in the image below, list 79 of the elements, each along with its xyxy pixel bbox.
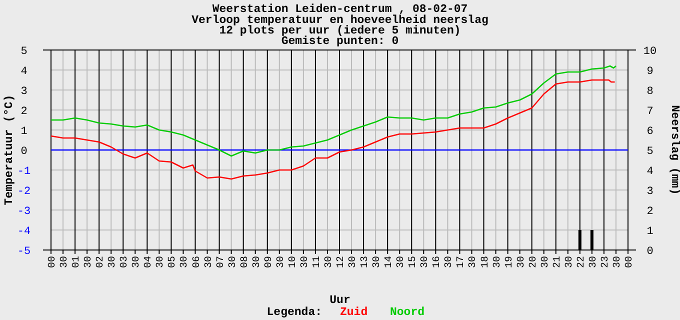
x-tick-label: 04 [144, 256, 155, 268]
x-tick-label: 30 [396, 256, 408, 268]
x-tick-label: 07 [216, 256, 227, 268]
x-tick-label: 30 [324, 256, 335, 268]
x-tick-label: 20 [528, 256, 540, 268]
x-tick-label: 30 [228, 256, 239, 268]
y2-tick-label: 9 [646, 66, 654, 78]
x-tick-label: 30 [84, 256, 95, 268]
y2-tick-label: 6 [646, 126, 654, 138]
y-tick-label: -4 [17, 226, 31, 238]
x-tick-label: 15 [408, 256, 420, 268]
y2-tick-label: 10 [643, 46, 657, 58]
x-tick-label: 30 [348, 256, 360, 268]
x-tick-label: 30 [252, 256, 263, 268]
y2-tick-label: 8 [646, 86, 654, 98]
x-tick-label: 21 [552, 256, 564, 268]
y-axis-title: Temperatuur (°C) [3, 94, 16, 206]
y-tick-label: -1 [17, 166, 31, 178]
y-tick-label: -2 [17, 186, 31, 198]
x-tick-label: 30 [60, 256, 71, 268]
x-tick-label: 17 [456, 256, 468, 268]
x-tick-label: 30 [132, 256, 143, 268]
x-tick-label: 30 [564, 256, 576, 268]
x-tick-label: 30 [108, 256, 119, 268]
x-tick-label: 30 [468, 256, 480, 268]
text: Noord [390, 306, 425, 319]
x-tick-label: 13 [360, 256, 372, 268]
chart-subtitle: Verloop temperatuur en hoeveelheid neerslag 12 plots per uur (iedere 5 minuten) Gemiste punten: 0 [192, 14, 488, 48]
x-tick-label: 19 [504, 256, 516, 268]
y-tick-label: 1 [20, 126, 28, 138]
y-tick-label: 0 [20, 146, 28, 158]
x-tick-label: 23 [600, 256, 612, 268]
x-tick-label: 12 [336, 256, 347, 268]
y2-tick-label: 3 [646, 186, 654, 198]
x-tick-label: 30 [372, 256, 384, 268]
x-tick-label: 09 [264, 256, 275, 268]
x-tick-label: 02 [96, 256, 107, 268]
x-tick-label: 30 [156, 256, 167, 268]
y2-tick-label: 0 [646, 246, 654, 258]
x-tick-label: 30 [612, 256, 624, 268]
x-tick-label: 18 [480, 256, 492, 268]
y2-tick-label: 1 [646, 226, 654, 238]
x-tick-label: 00 [624, 256, 636, 268]
x-tick-label: 03 [120, 256, 131, 268]
x-tick-label: 00 [48, 256, 58, 268]
y2-tick-label: 7 [646, 106, 654, 118]
x-tick-label: 05 [168, 256, 179, 268]
x-tick-label: 30 [540, 256, 552, 268]
x-tick-label: 11 [312, 256, 323, 268]
x-axis-title: Uur [330, 294, 350, 307]
x-tick-label: 30 [300, 256, 311, 268]
x-tick-label: 30 [516, 256, 528, 268]
x-tick-label: 06 [192, 256, 203, 268]
y-tick-label: 2 [20, 106, 28, 118]
y2-tick-label: 2 [646, 206, 654, 218]
x-tick-label: 30 [444, 256, 456, 268]
x-tick-label: 30 [180, 256, 191, 268]
x-tick-label: 10 [288, 256, 299, 268]
x-tick-label: 30 [276, 256, 287, 268]
y-tick-label: 3 [20, 86, 28, 98]
y2-tick-label: 5 [646, 146, 654, 158]
y-tick-label: -3 [17, 206, 31, 218]
x-tick-label: 30 [588, 256, 600, 268]
x-tick-label: 30 [492, 256, 504, 268]
x-tick-label: 30 [204, 256, 215, 268]
y2-axis-title: Neerslag (mm) [668, 105, 680, 195]
x-tick-label: 14 [384, 256, 396, 268]
x-tick-label: 01 [72, 256, 83, 268]
x-tick-label: 08 [240, 256, 251, 268]
text: Zuid [340, 306, 368, 319]
legend-title: Legenda: [266, 306, 322, 319]
y-tick-label: 4 [20, 66, 28, 78]
x-tick-label: 30 [420, 256, 432, 268]
y-tick-label: -5 [17, 246, 31, 258]
y2-tick-label: 4 [646, 166, 654, 178]
x-tick-label: 22 [576, 256, 588, 268]
chart-title: Weerstation Leiden-centrum , 08-02-07 [212, 3, 468, 16]
x-tick-label: 16 [432, 256, 444, 268]
y-tick-label: 5 [20, 46, 28, 58]
